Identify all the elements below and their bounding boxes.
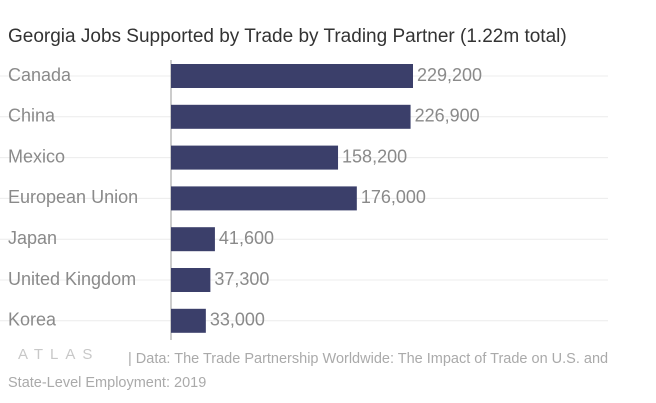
bar (171, 268, 211, 292)
bar (171, 104, 411, 129)
value-label: 37,300 (214, 269, 269, 289)
value-label: 41,600 (219, 228, 274, 248)
category-label: China (8, 106, 56, 126)
value-label: 226,900 (415, 106, 480, 126)
bar (171, 227, 215, 252)
source-note: | Data: The Trade Partnership Worldwide:… (8, 351, 609, 391)
value-label: 33,000 (210, 310, 265, 330)
value-label: 229,200 (417, 65, 482, 85)
category-label: Korea (8, 310, 57, 330)
chart: Georgia Jobs Supported by Trade by Tradi… (0, 26, 608, 340)
bar (171, 145, 339, 170)
value-label: 158,200 (342, 146, 407, 166)
category-label: European Union (8, 187, 138, 207)
category-label: Mexico (8, 146, 65, 166)
logo: ATLAS (18, 346, 100, 363)
bar (171, 64, 413, 88)
bar (171, 308, 206, 333)
value-label: 176,000 (361, 187, 426, 207)
category-label: United Kingdom (8, 269, 136, 289)
category-label: Japan (8, 228, 57, 248)
chart-title: Georgia Jobs Supported by Trade by Tradi… (8, 26, 567, 47)
bar (171, 186, 357, 211)
category-label: Canada (8, 65, 72, 85)
